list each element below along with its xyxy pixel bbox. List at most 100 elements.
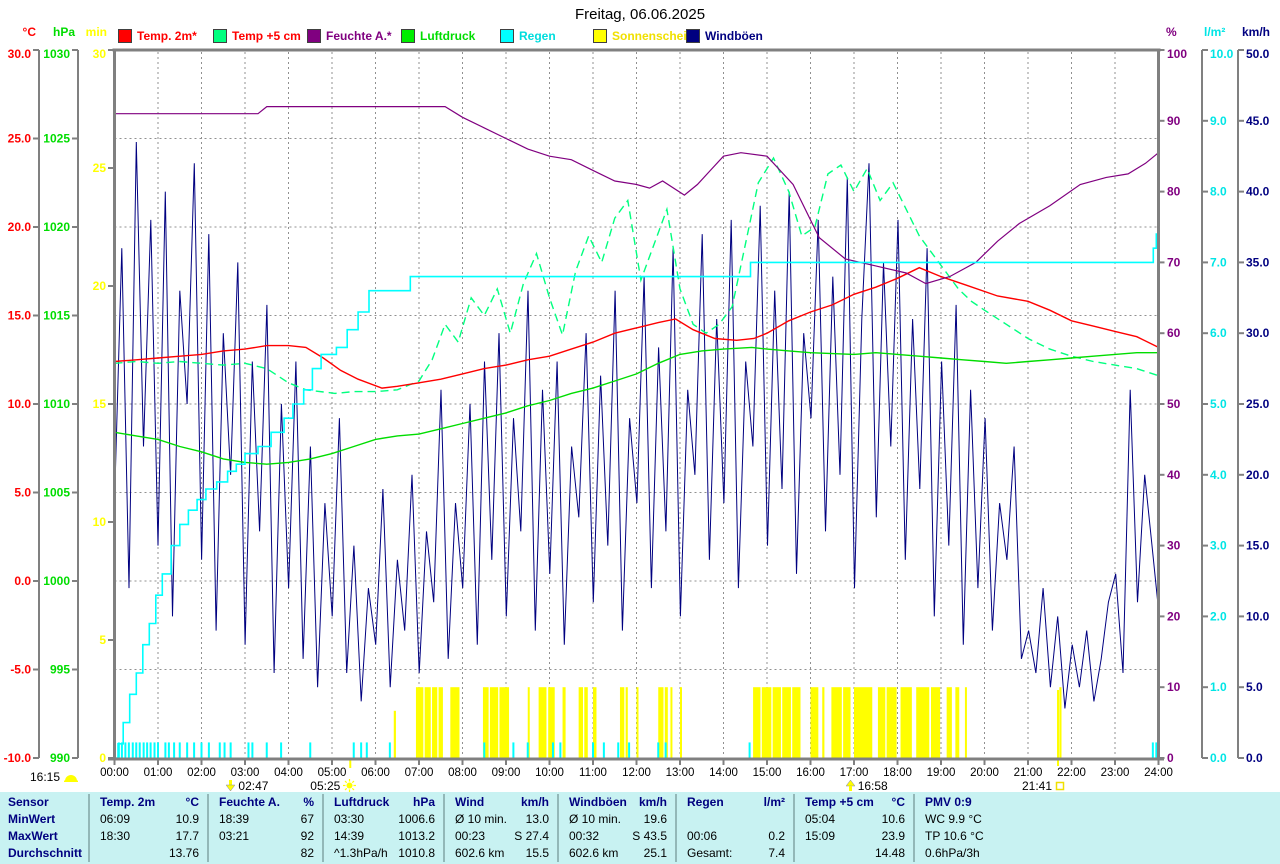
legend-swatch-icon [401,29,415,43]
svg-text:24:00: 24:00 [1144,767,1173,779]
legend-item-1: Temp +5 cm [213,29,307,43]
svg-text:90: 90 [1167,114,1181,128]
axis-hpa: 1030102510201015101010051000995990 [43,47,78,765]
cell-text: 05:04 [805,811,835,828]
svg-text:15.0: 15.0 [1246,539,1270,553]
moonset-time-label: 02:47 [238,779,268,793]
cell-text: 06:09 [100,811,130,828]
cell-value: hPa [413,794,435,811]
cell-text: TP 10.6 °C [925,828,984,845]
svg-text:4.0: 4.0 [1210,468,1227,482]
table-cell-luftdruck: 14:391013.2 [322,828,443,845]
legend-label: Windböen [705,29,763,43]
cell-value: 10.9 [176,811,199,828]
cell-text: Ø 10 min. [455,811,507,828]
table-cell-temp-2m: 13.76 [88,845,207,862]
cell-value: km/h [521,794,549,811]
cell-value: 19.6 [644,811,667,828]
cell-text: 00:23 [455,828,485,845]
table-cell-temp-+5-cm: 05:04 10.6 [793,811,913,828]
gridlines [115,52,1159,757]
svg-text:15:00: 15:00 [753,767,782,779]
svg-text:02:00: 02:00 [187,767,216,779]
table-cell-feuchte-a-: Feuchte A.% [207,794,322,811]
legend-label: Temp. 2m* [137,29,197,43]
cell-value: 67 [301,811,314,828]
cell-text: 0.6hPa/3h [925,845,980,862]
cell-text: Gesamt: [687,845,732,862]
cell-value: l/m² [764,794,785,811]
svg-text:10.0: 10.0 [8,397,32,411]
svg-text:2.0: 2.0 [1210,609,1227,623]
axis-min: 302520151050 [93,47,114,765]
table-cell-luftdruck: ^1.3hPa/h1010.8 [322,845,443,862]
sun-mound-icon [64,771,78,783]
table-cell-wind: 602.6 km15.5 [443,845,557,862]
table-row-label: Durchschnitt [0,845,88,862]
table-cell-feuchte-a-: 82 [207,845,322,862]
svg-text:06:00: 06:00 [361,767,390,779]
cell-value: 82 [301,845,314,862]
legend-item-4: Regen [500,29,593,43]
svg-text:-10.0: -10.0 [4,751,32,765]
legend-item-3: Luftdruck [401,29,500,43]
chart-legend: Temp. 2m* Temp +5 cm Feuchte A.* Luftdruck R… [118,29,776,43]
cell-text: 18:30 [100,828,130,845]
svg-text:19:00: 19:00 [927,767,956,779]
table-cell-regen: Gesamt:7.4 [675,845,793,862]
cell-text: Ø 10 min. [569,811,621,828]
svg-text:21:00: 21:00 [1014,767,1043,779]
table-cell-regen: 00:060.2 [675,828,793,845]
cell-value: 1010.8 [398,845,435,862]
svg-text:17:00: 17:00 [840,767,869,779]
svg-text:14:00: 14:00 [709,767,738,779]
legend-label: Feuchte A.* [326,29,392,43]
svg-text:20.0: 20.0 [8,220,32,234]
svg-text:22:00: 22:00 [1057,767,1086,779]
table-cell-feuchte-a-: 18:3967 [207,811,322,828]
svg-text:0.0: 0.0 [1246,751,1263,765]
svg-text:5: 5 [99,633,106,647]
table-cell-pmv-0-9: WC 9.9 °C [913,811,1280,828]
legend-label: Temp +5 cm [232,29,301,43]
legend-item-5: Sonnenschein [593,29,686,43]
axis-lm2: 10.09.08.07.06.05.04.03.02.01.00.0 [1202,47,1234,765]
cell-value: 10.6 [882,811,905,828]
svg-text:1.0: 1.0 [1210,680,1227,694]
summary-table: SensorTemp. 2m°CFeuchte A.%LuftdruckhPaW… [0,792,1280,864]
sunshine-bars [394,687,1062,758]
cell-value: 15.5 [526,845,549,862]
svg-text:5.0: 5.0 [1210,397,1227,411]
table-cell-temp-+5-cm: Temp +5 cm°C [793,794,913,811]
svg-text:40: 40 [1167,468,1181,482]
svg-text:30: 30 [93,47,107,61]
svg-text:60: 60 [1167,326,1181,340]
legend-swatch-icon [307,29,321,43]
svg-text:16:00: 16:00 [796,767,825,779]
sunrise-time-label: 05:25 [310,779,340,793]
weather-station-app: 30.025.020.015.010.05.00.0-5.0-10.010301… [0,0,1280,864]
cell-text: WC 9.9 °C [925,811,982,828]
svg-text:10.0: 10.0 [1210,47,1234,61]
svg-text:20:00: 20:00 [970,767,999,779]
svg-text:1030: 1030 [43,47,70,61]
table-cell-luftdruck: 03:301006.6 [322,811,443,828]
legend-label: Regen [519,29,556,43]
moonset-arrow-icon [226,780,235,791]
cell-text: 03:30 [334,811,364,828]
svg-text:100: 100 [1167,47,1187,61]
svg-text:5.0: 5.0 [1246,680,1263,694]
svg-text:12:00: 12:00 [622,767,651,779]
svg-text:20.0: 20.0 [1246,468,1270,482]
legend-swatch-icon [500,29,514,43]
svg-text:09:00: 09:00 [492,767,521,779]
svg-text:10: 10 [93,515,107,529]
sunrise-marker: 05:25 [310,779,359,792]
svg-text:1015: 1015 [43,309,70,323]
cell-text: 00:32 [569,828,599,845]
cell-value: % [303,794,314,811]
svg-text:0: 0 [1167,751,1174,765]
svg-text:1020: 1020 [43,220,70,234]
cell-text: 14:39 [334,828,364,845]
table-header-row: SensorTemp. 2m°CFeuchte A.%LuftdruckhPaW… [0,794,1280,811]
